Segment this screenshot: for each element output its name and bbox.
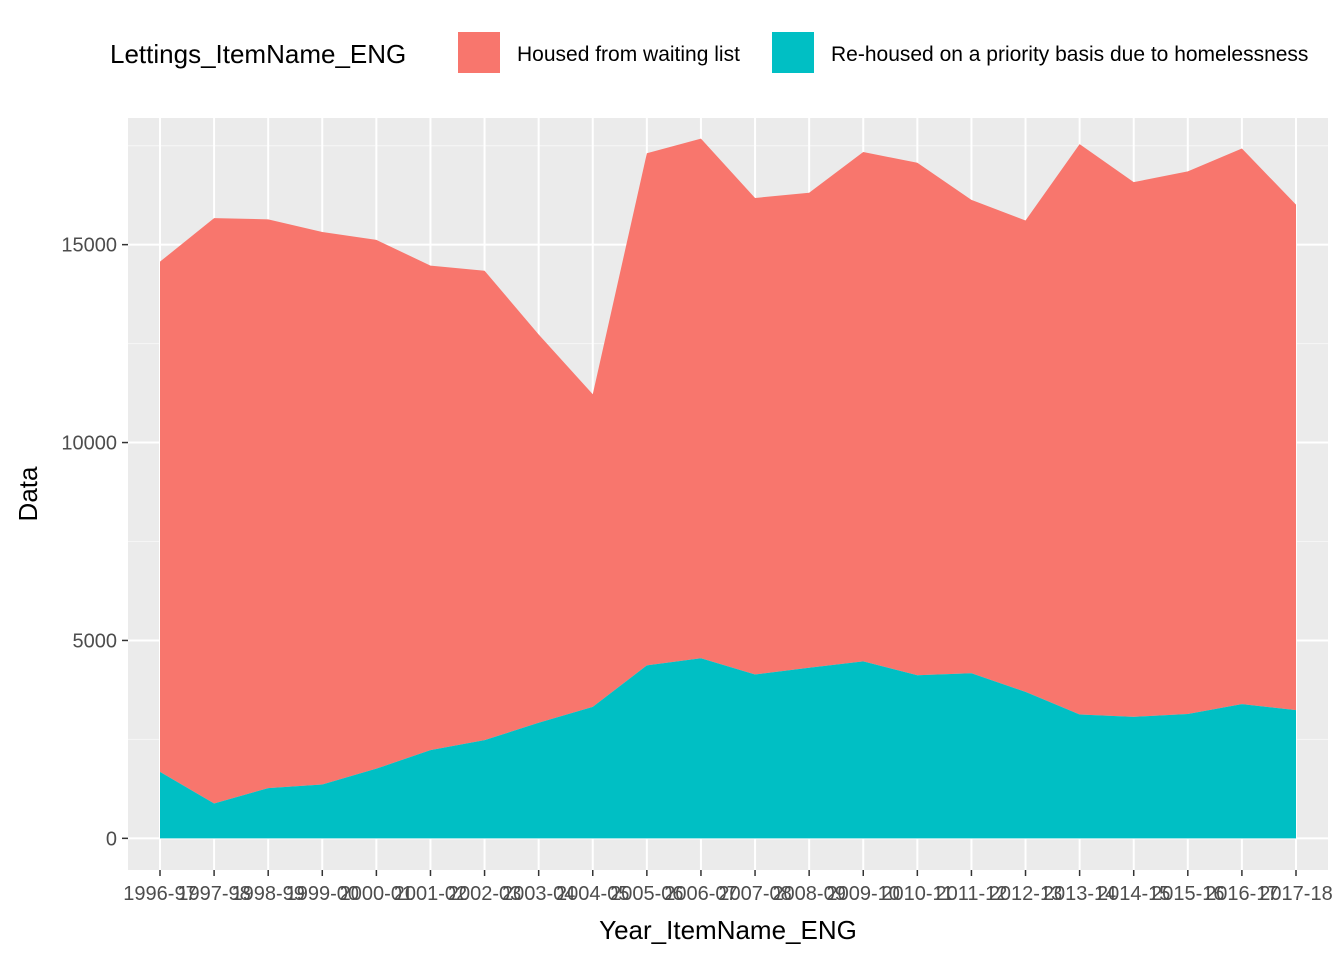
x-tick-label: 2014-15: [1097, 883, 1170, 905]
x-axis: 1996-971997-981998-991999-002000-012001-…: [123, 870, 1333, 905]
x-tick-label: 2016-17: [1205, 883, 1278, 905]
x-tick-label: 2001-02: [394, 883, 467, 905]
y-tick-label: 0: [106, 828, 117, 850]
y-axis: 0 5000 10000 15000: [61, 235, 128, 850]
x-tick-label: 2015-16: [1151, 883, 1224, 905]
legend-label-re-housed-priority: Re-housed on a priority basis due to hom…: [831, 43, 1308, 66]
x-tick-label: 1999-00: [286, 883, 359, 905]
area-layers: [160, 138, 1296, 839]
area-re-housed-priority: [160, 658, 1296, 839]
x-tick-label: 2012-13: [989, 883, 1062, 905]
x-tick-label: 2002-03: [448, 883, 521, 905]
x-tick-label: 2011-12: [935, 883, 1007, 905]
legend-key-re-housed-priority: [772, 32, 814, 73]
x-tick-label: 1997-98: [177, 883, 250, 905]
y-tick-label: 15000: [61, 235, 117, 257]
x-tick-label: 2008-09: [772, 883, 845, 905]
legend: Lettings_ItemName_ENG Housed from waitin…: [110, 32, 1308, 73]
x-tick-label: 1998-99: [231, 883, 304, 905]
x-axis-title: Year_ItemName_ENG: [599, 915, 857, 945]
legend-label-housed-from-waiting-list: Housed from waiting list: [517, 43, 740, 66]
x-tick-label: 2000-01: [340, 883, 413, 905]
area-housed-from-waiting-list: [160, 138, 1296, 804]
x-tick-label: 2005-06: [610, 883, 683, 905]
x-tick-label: 2013-14: [1043, 883, 1116, 905]
y-tick-label: 10000: [61, 433, 117, 455]
legend-title: Lettings_ItemName_ENG: [110, 39, 406, 69]
legend-key-housed-from-waiting-list: [458, 32, 500, 73]
x-tick-label: 2007-08: [718, 883, 791, 905]
x-tick-label: 2009-10: [827, 883, 900, 905]
x-tick-label: 2017-18: [1259, 883, 1332, 905]
y-tick-label: 5000: [73, 630, 118, 652]
y-axis-title: Data: [13, 466, 43, 521]
x-tick-label: 1996-97: [123, 883, 196, 905]
x-tick-label: 2004-05: [556, 883, 629, 905]
x-tick-label: 2003-04: [502, 883, 575, 905]
x-tick-label: 2010-11: [881, 883, 953, 905]
x-tick-label: 2006-07: [664, 883, 737, 905]
